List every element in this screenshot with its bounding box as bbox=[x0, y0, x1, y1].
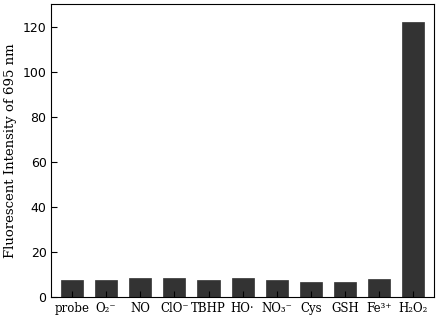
Bar bbox=[402, 22, 424, 297]
Bar bbox=[61, 280, 83, 297]
Bar bbox=[163, 278, 185, 297]
Bar bbox=[300, 282, 322, 297]
Bar bbox=[198, 280, 219, 297]
Bar bbox=[232, 278, 254, 297]
Bar bbox=[368, 279, 390, 297]
Bar bbox=[266, 280, 288, 297]
Bar bbox=[334, 282, 356, 297]
Bar bbox=[95, 280, 117, 297]
Y-axis label: Fluorescent Intensity of 695 nm: Fluorescent Intensity of 695 nm bbox=[4, 43, 17, 258]
Bar bbox=[129, 278, 151, 297]
